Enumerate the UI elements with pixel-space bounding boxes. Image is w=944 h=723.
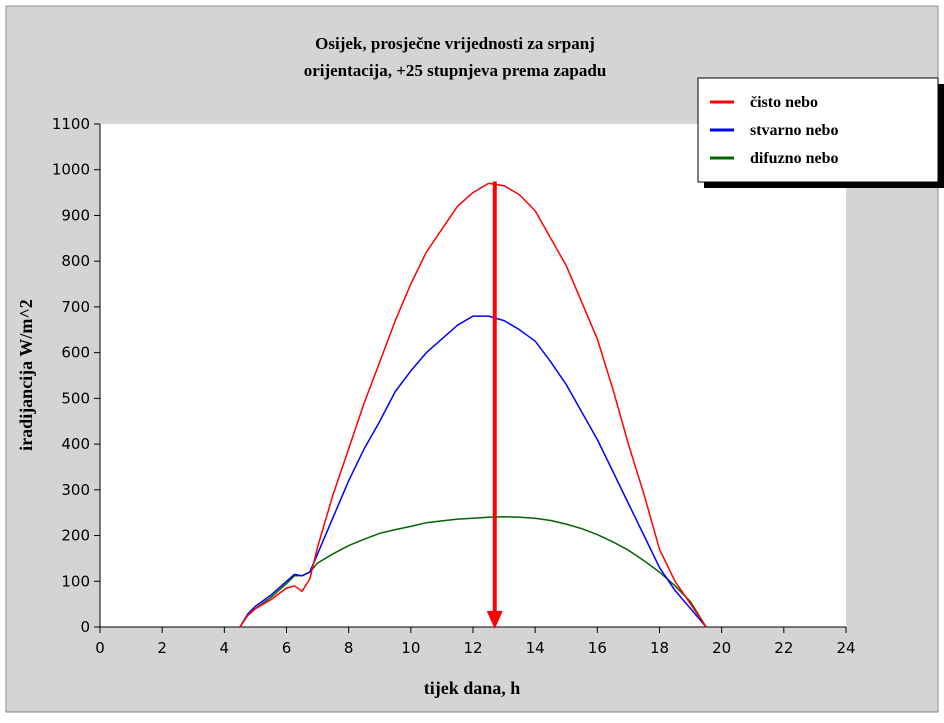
y-tick-label: 600 (61, 344, 90, 362)
y-tick-label: 800 (61, 252, 90, 270)
plot-area (100, 124, 846, 627)
arrow-head (486, 611, 503, 629)
x-tick-label: 22 (774, 639, 793, 657)
y-axis-label: iradijancija W/m^2 (16, 299, 36, 451)
x-tick-label: 14 (526, 639, 545, 657)
y-tick-label: 100 (61, 572, 90, 590)
legend-box (697, 77, 939, 183)
x-tick-label: 12 (463, 639, 482, 657)
legend: čisto nebo stvarno nebo difuzno nebo (697, 77, 944, 188)
y-tick-label: 400 (61, 435, 90, 453)
legend-label: difuzno nebo (750, 150, 838, 167)
y-tick-label: 0 (80, 618, 90, 636)
legend-label: stvarno nebo (750, 122, 838, 139)
chart-title-line-2: orijentacija, +25 stupnjeva prema zapadu (304, 61, 607, 80)
y-tick-label: 1100 (52, 115, 90, 133)
x-tick-label: 16 (588, 639, 607, 657)
x-tick-label: 6 (282, 639, 292, 657)
y-tick-label: 900 (61, 206, 90, 224)
y-tick-label: 1000 (52, 161, 90, 179)
legend-label: čisto nebo (750, 94, 818, 111)
series-line-1 (239, 182, 707, 628)
x-tick-label: 8 (344, 639, 354, 657)
x-tick-label: 0 (95, 639, 105, 657)
x-tick-label: 2 (157, 639, 167, 657)
y-tick-label: 700 (61, 298, 90, 316)
x-tick-label: 10 (401, 639, 420, 657)
x-tick-label: 4 (220, 639, 230, 657)
chart-title-line-1: Osijek, prosječne vrijednosti za srpanj (315, 34, 595, 53)
y-tick-label: 500 (61, 389, 90, 407)
y-tick-label: 300 (61, 481, 90, 499)
y-tick-label: 200 (61, 527, 90, 545)
x-tick-label: 20 (712, 639, 731, 657)
series-layer (239, 182, 707, 628)
series-line-2 (239, 315, 707, 628)
x-tick-label: 24 (836, 639, 855, 657)
x-axis-label: tijek dana, h (424, 678, 521, 698)
x-tick-label: 18 (650, 639, 669, 657)
annotation-layer (486, 181, 503, 629)
